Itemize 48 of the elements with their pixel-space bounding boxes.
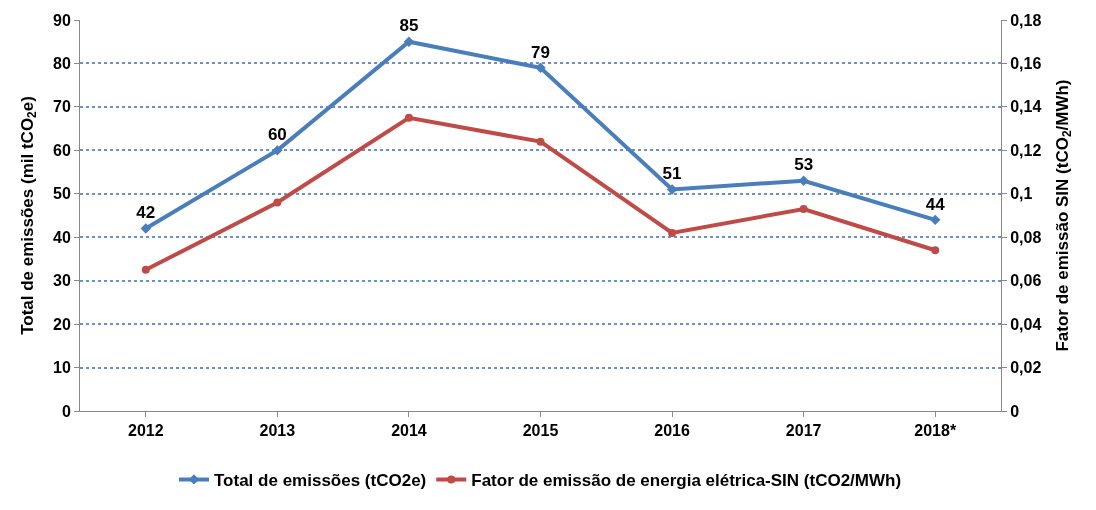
y-tick-label: 60 — [53, 141, 71, 159]
y2-tick-label: 0,08 — [1010, 228, 1042, 246]
y2-tick-label: 0,06 — [1010, 272, 1042, 290]
y-tick-label: 70 — [53, 98, 71, 116]
y-tick-label: 90 — [53, 11, 71, 29]
x-tick-label: 2015 — [522, 422, 559, 440]
y-tick-label: 80 — [53, 55, 71, 73]
data-label: 79 — [531, 42, 550, 62]
point — [668, 228, 677, 237]
point — [140, 223, 151, 234]
y-tick-label: 30 — [53, 272, 71, 290]
x-tick-label: 2016 — [654, 422, 690, 440]
y2-tick-label: 0 — [1010, 402, 1020, 420]
y2-tick-label: 0,16 — [1010, 55, 1042, 73]
x-tick-label: 2018* — [914, 422, 957, 440]
point — [403, 36, 415, 47]
point — [404, 113, 413, 122]
data-label: 44 — [925, 194, 946, 214]
data-label: 51 — [662, 164, 682, 184]
y2-tick-label: 0,04 — [1010, 315, 1042, 333]
point — [799, 204, 808, 213]
y2-tick-label: 0,1 — [1010, 185, 1033, 203]
legend-label: Fator de emissão de energia elétrica-SIN (tCO2/MWh) — [471, 471, 902, 491]
data-label: 85 — [399, 16, 419, 36]
point — [535, 62, 546, 73]
y2-tick-label: 0,14 — [1010, 98, 1042, 116]
point — [536, 137, 545, 146]
x-tick-label: 2017 — [785, 422, 822, 440]
point — [930, 214, 941, 226]
data-label: 60 — [267, 125, 287, 145]
data-label: 53 — [794, 155, 814, 175]
x-tick-label: 2014 — [391, 422, 427, 440]
y-tick-label: 40 — [53, 228, 71, 246]
point — [273, 198, 282, 207]
y2-tick-label: 0,02 — [1010, 359, 1042, 377]
x-tick-label: 2012 — [127, 422, 164, 440]
y-tick-label: 20 — [53, 315, 71, 333]
x-tick-label: 2013 — [259, 422, 296, 440]
y2-tick-label: 0,18 — [1010, 11, 1042, 29]
point — [931, 246, 940, 255]
y-tick-label: 50 — [53, 185, 71, 203]
data-label: 42 — [136, 203, 156, 223]
legend-label: Total de emissões (tCO2e) — [214, 471, 427, 491]
point — [272, 145, 283, 156]
y-tick-label: 10 — [53, 359, 71, 377]
point — [141, 265, 150, 274]
y2-tick-label: 0,12 — [1010, 141, 1042, 159]
y-tick-label: 0 — [61, 402, 71, 420]
